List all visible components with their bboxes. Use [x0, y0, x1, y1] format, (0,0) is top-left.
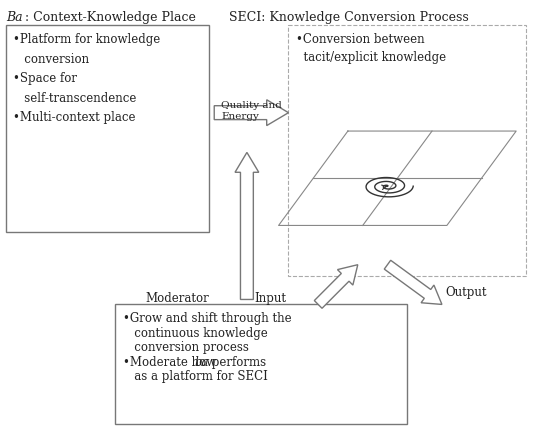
Bar: [288, 25, 526, 276]
Text: •Grow and shift through the: •Grow and shift through the: [123, 312, 292, 325]
Text: as a platform for SECI: as a platform for SECI: [123, 370, 268, 383]
Text: : Context-Knowledge Place: : Context-Knowledge Place: [21, 11, 196, 24]
Bar: [115, 304, 407, 423]
Text: •Moderate how: •Moderate how: [123, 355, 220, 368]
Text: conversion process: conversion process: [123, 341, 249, 354]
Bar: [6, 25, 209, 232]
Text: Output: Output: [445, 285, 486, 299]
Text: •Platform for knowledge
   conversion
•Space for
   self-transcendence
•Multi-co: •Platform for knowledge conversion •Spac…: [13, 33, 160, 124]
Text: Quality and
Energy: Quality and Energy: [221, 101, 282, 121]
Text: performs: performs: [209, 355, 266, 368]
Text: continuous knowledge: continuous knowledge: [123, 327, 268, 340]
Polygon shape: [214, 100, 288, 126]
Polygon shape: [314, 265, 358, 308]
Text: ba: ba: [195, 355, 209, 368]
Text: Moderator: Moderator: [145, 291, 209, 304]
Polygon shape: [384, 260, 442, 304]
Text: SECI: Knowledge Conversion Process: SECI: Knowledge Conversion Process: [229, 11, 469, 24]
Text: Input: Input: [255, 291, 287, 304]
Text: •Conversion between
  tacit/explicit knowledge: •Conversion between tacit/explicit knowl…: [296, 33, 446, 64]
Polygon shape: [235, 152, 259, 300]
Text: Ba: Ba: [6, 11, 23, 24]
